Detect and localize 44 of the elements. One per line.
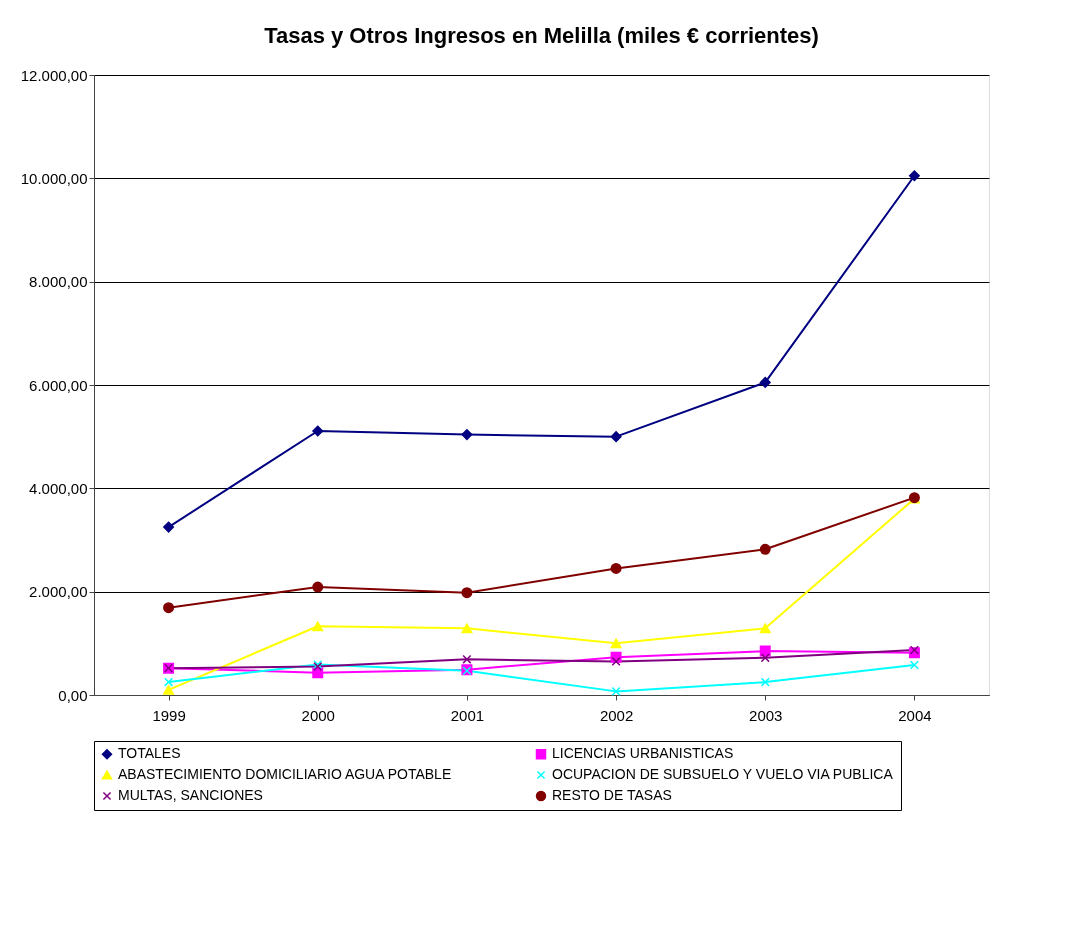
point xyxy=(611,656,621,666)
legend-label: MULTAS, SANCIONES xyxy=(118,787,263,803)
y-tick-label: 8.000,00 xyxy=(29,273,88,291)
legend-label: LICENCIAS URBANISTICAS xyxy=(552,745,734,762)
x-tick-label: 2003 xyxy=(749,706,783,724)
y-tick-label: 12.000,00 xyxy=(20,66,88,84)
point xyxy=(908,170,920,182)
point xyxy=(610,562,622,574)
x-tick-label: 2001 xyxy=(450,706,485,724)
point xyxy=(312,425,324,437)
legend-label: TOTALES xyxy=(118,745,181,762)
point xyxy=(163,521,175,533)
point xyxy=(461,623,473,634)
point xyxy=(312,581,324,593)
legend-label: RESTO DE TASAS xyxy=(552,787,672,803)
point xyxy=(163,684,175,695)
x-tick-label: 1999 xyxy=(152,706,186,724)
point xyxy=(909,645,919,655)
point xyxy=(759,543,771,555)
point xyxy=(462,654,472,664)
chart-title: Tasas y Otros Ingresos en Melilla (miles € corrientes) xyxy=(264,23,819,48)
legend-label: ABASTECIMIENTO DOMICILIARIO AGUA POTABLE xyxy=(118,766,452,782)
point xyxy=(759,376,771,388)
x-tick-label: 2002 xyxy=(599,706,634,724)
point xyxy=(461,587,473,599)
point xyxy=(164,677,174,687)
point xyxy=(461,429,473,441)
y-tick-label: 0,00 xyxy=(58,686,88,704)
point xyxy=(909,660,919,670)
point xyxy=(163,602,175,614)
point xyxy=(611,686,621,696)
legend-label: OCUPACION DE SUBSUELO Y VUELO VIA PUBLICA xyxy=(552,766,894,782)
x-tick-label: 2000 xyxy=(301,706,335,724)
y-tick-label: 4.000,00 xyxy=(29,479,88,497)
point xyxy=(312,621,324,632)
point xyxy=(760,677,770,687)
point xyxy=(610,638,622,649)
y-tick-label: 10.000,00 xyxy=(20,169,88,187)
point xyxy=(610,431,622,443)
point xyxy=(759,623,771,634)
point xyxy=(760,653,770,663)
x-tick-label: 2004 xyxy=(898,706,932,724)
y-tick-label: 2.000,00 xyxy=(29,583,88,601)
y-tick-label: 6.000,00 xyxy=(29,376,88,394)
